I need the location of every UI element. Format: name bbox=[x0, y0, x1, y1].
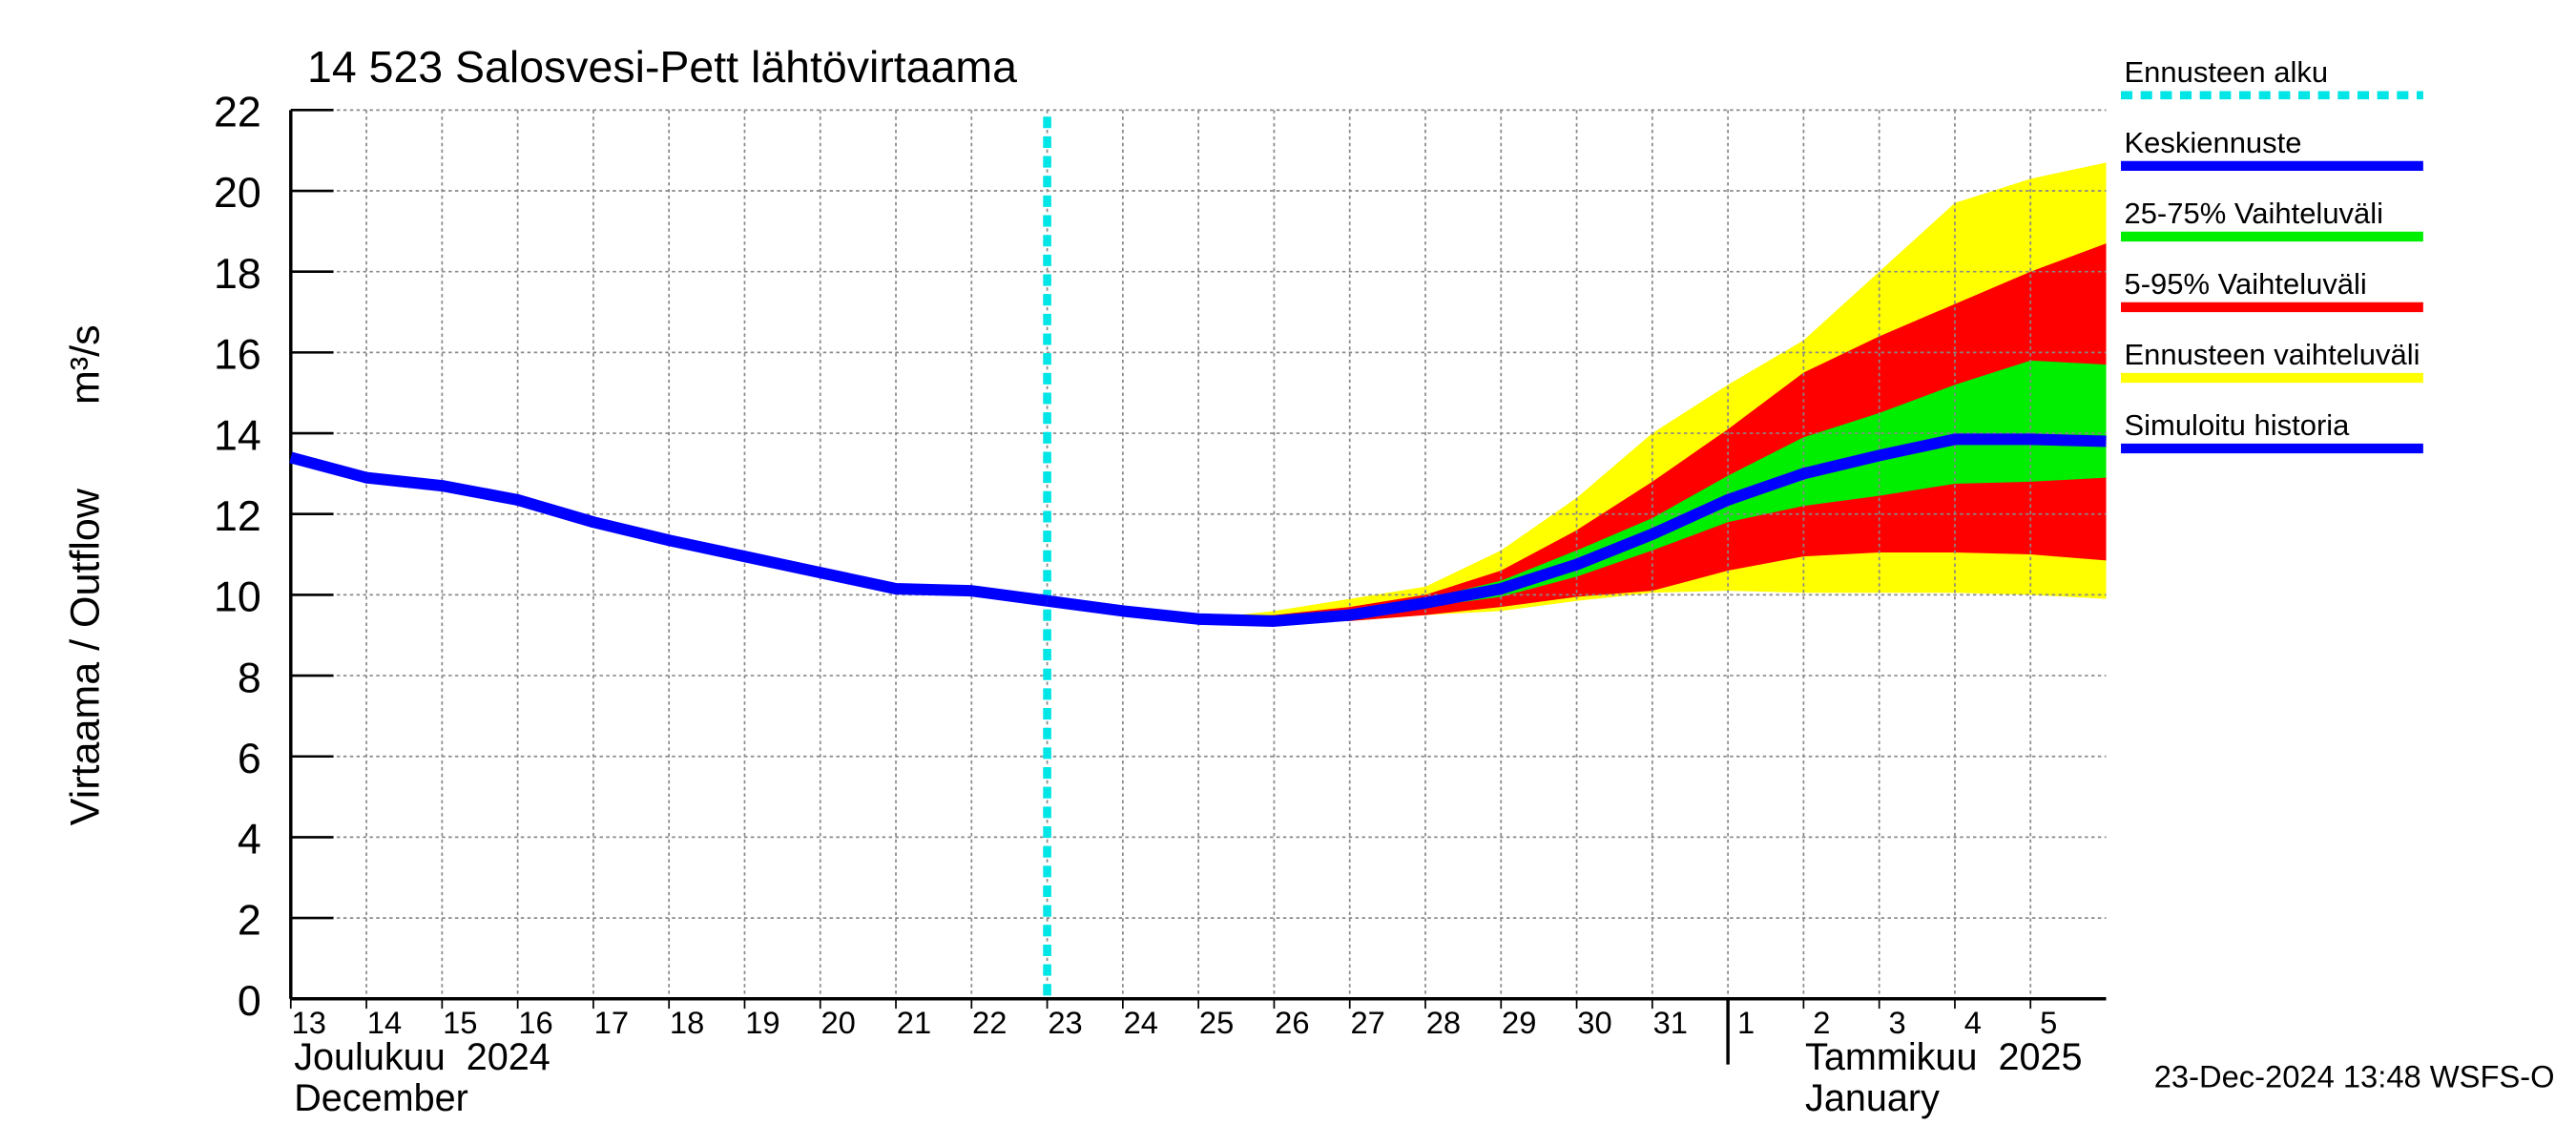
x-tick-label: 28 bbox=[1426, 1005, 1461, 1040]
x-tick-label: 14 bbox=[367, 1005, 402, 1040]
legend-label: Ennusteen vaihteluväli bbox=[2124, 338, 2420, 371]
month-label-en: January bbox=[1805, 1077, 1940, 1119]
x-tick-label: 5 bbox=[2040, 1005, 2057, 1040]
y-tick-label: 16 bbox=[214, 331, 261, 379]
chart-title: 14 523 Salosvesi-Pett lähtövirtaama bbox=[307, 42, 1017, 92]
x-tick-label: 25 bbox=[1199, 1005, 1234, 1040]
series-line bbox=[289, 451, 1049, 607]
x-tick-label: 22 bbox=[972, 1005, 1007, 1040]
legend-label: 25-75% Vaihteluväli bbox=[2124, 197, 2383, 230]
y-tick-label: 14 bbox=[214, 411, 261, 459]
x-tick-label: 18 bbox=[670, 1005, 704, 1040]
x-tick-label: 21 bbox=[897, 1005, 931, 1040]
x-tick-label: 13 bbox=[292, 1005, 326, 1040]
x-tick-label: 31 bbox=[1653, 1005, 1688, 1040]
x-tick-label: 2 bbox=[1813, 1005, 1830, 1040]
x-tick-label: 3 bbox=[1889, 1005, 1906, 1040]
y-tick-label: 0 bbox=[238, 977, 261, 1025]
y-tick-label: 2 bbox=[238, 896, 261, 944]
x-tick-label: 29 bbox=[1502, 1005, 1536, 1040]
y-tick-label: 10 bbox=[214, 573, 261, 621]
y-tick-label: 8 bbox=[238, 654, 261, 701]
legend-label: 5-95% Vaihteluväli bbox=[2124, 267, 2366, 301]
series-line bbox=[1046, 433, 2107, 627]
x-tick-label: 27 bbox=[1350, 1005, 1384, 1040]
y-tick-label: 18 bbox=[214, 250, 261, 298]
month-label: Joulukuu 2024 bbox=[294, 1036, 551, 1078]
legend-label: Keskiennuste bbox=[2124, 126, 2301, 159]
x-tick-label: 4 bbox=[1964, 1005, 1982, 1040]
x-tick-label: 20 bbox=[821, 1005, 855, 1040]
x-tick-label: 1 bbox=[1737, 1005, 1755, 1040]
x-tick-label: 26 bbox=[1275, 1005, 1309, 1040]
month-label: Tammikuu 2025 bbox=[1805, 1036, 2083, 1078]
y-tick-label: 20 bbox=[214, 169, 261, 217]
x-tick-label: 30 bbox=[1577, 1005, 1611, 1040]
y-tick-label: 6 bbox=[238, 735, 261, 782]
legend-label: Simuloitu historia bbox=[2124, 408, 2350, 442]
y-tick-label: 22 bbox=[214, 89, 261, 136]
y-tick-label: 12 bbox=[214, 492, 261, 540]
x-tick-label: 15 bbox=[443, 1005, 477, 1040]
y-axis-label: Virtaama / Outflow bbox=[62, 488, 108, 825]
y-axis-unit: m³/s bbox=[62, 324, 108, 405]
footer: 23-Dec-2024 13:48 WSFS-O bbox=[2154, 1059, 2555, 1094]
x-tick-label: 17 bbox=[594, 1005, 629, 1040]
legend-label: Ennusteen alku bbox=[2124, 55, 2328, 89]
y-tick-label: 4 bbox=[238, 816, 261, 864]
band-area bbox=[1198, 243, 2107, 624]
x-tick-label: 24 bbox=[1124, 1005, 1158, 1040]
month-label-en: December bbox=[294, 1077, 468, 1119]
x-tick-label: 19 bbox=[745, 1005, 779, 1040]
x-tick-label: 16 bbox=[518, 1005, 552, 1040]
x-tick-label: 23 bbox=[1048, 1005, 1082, 1040]
